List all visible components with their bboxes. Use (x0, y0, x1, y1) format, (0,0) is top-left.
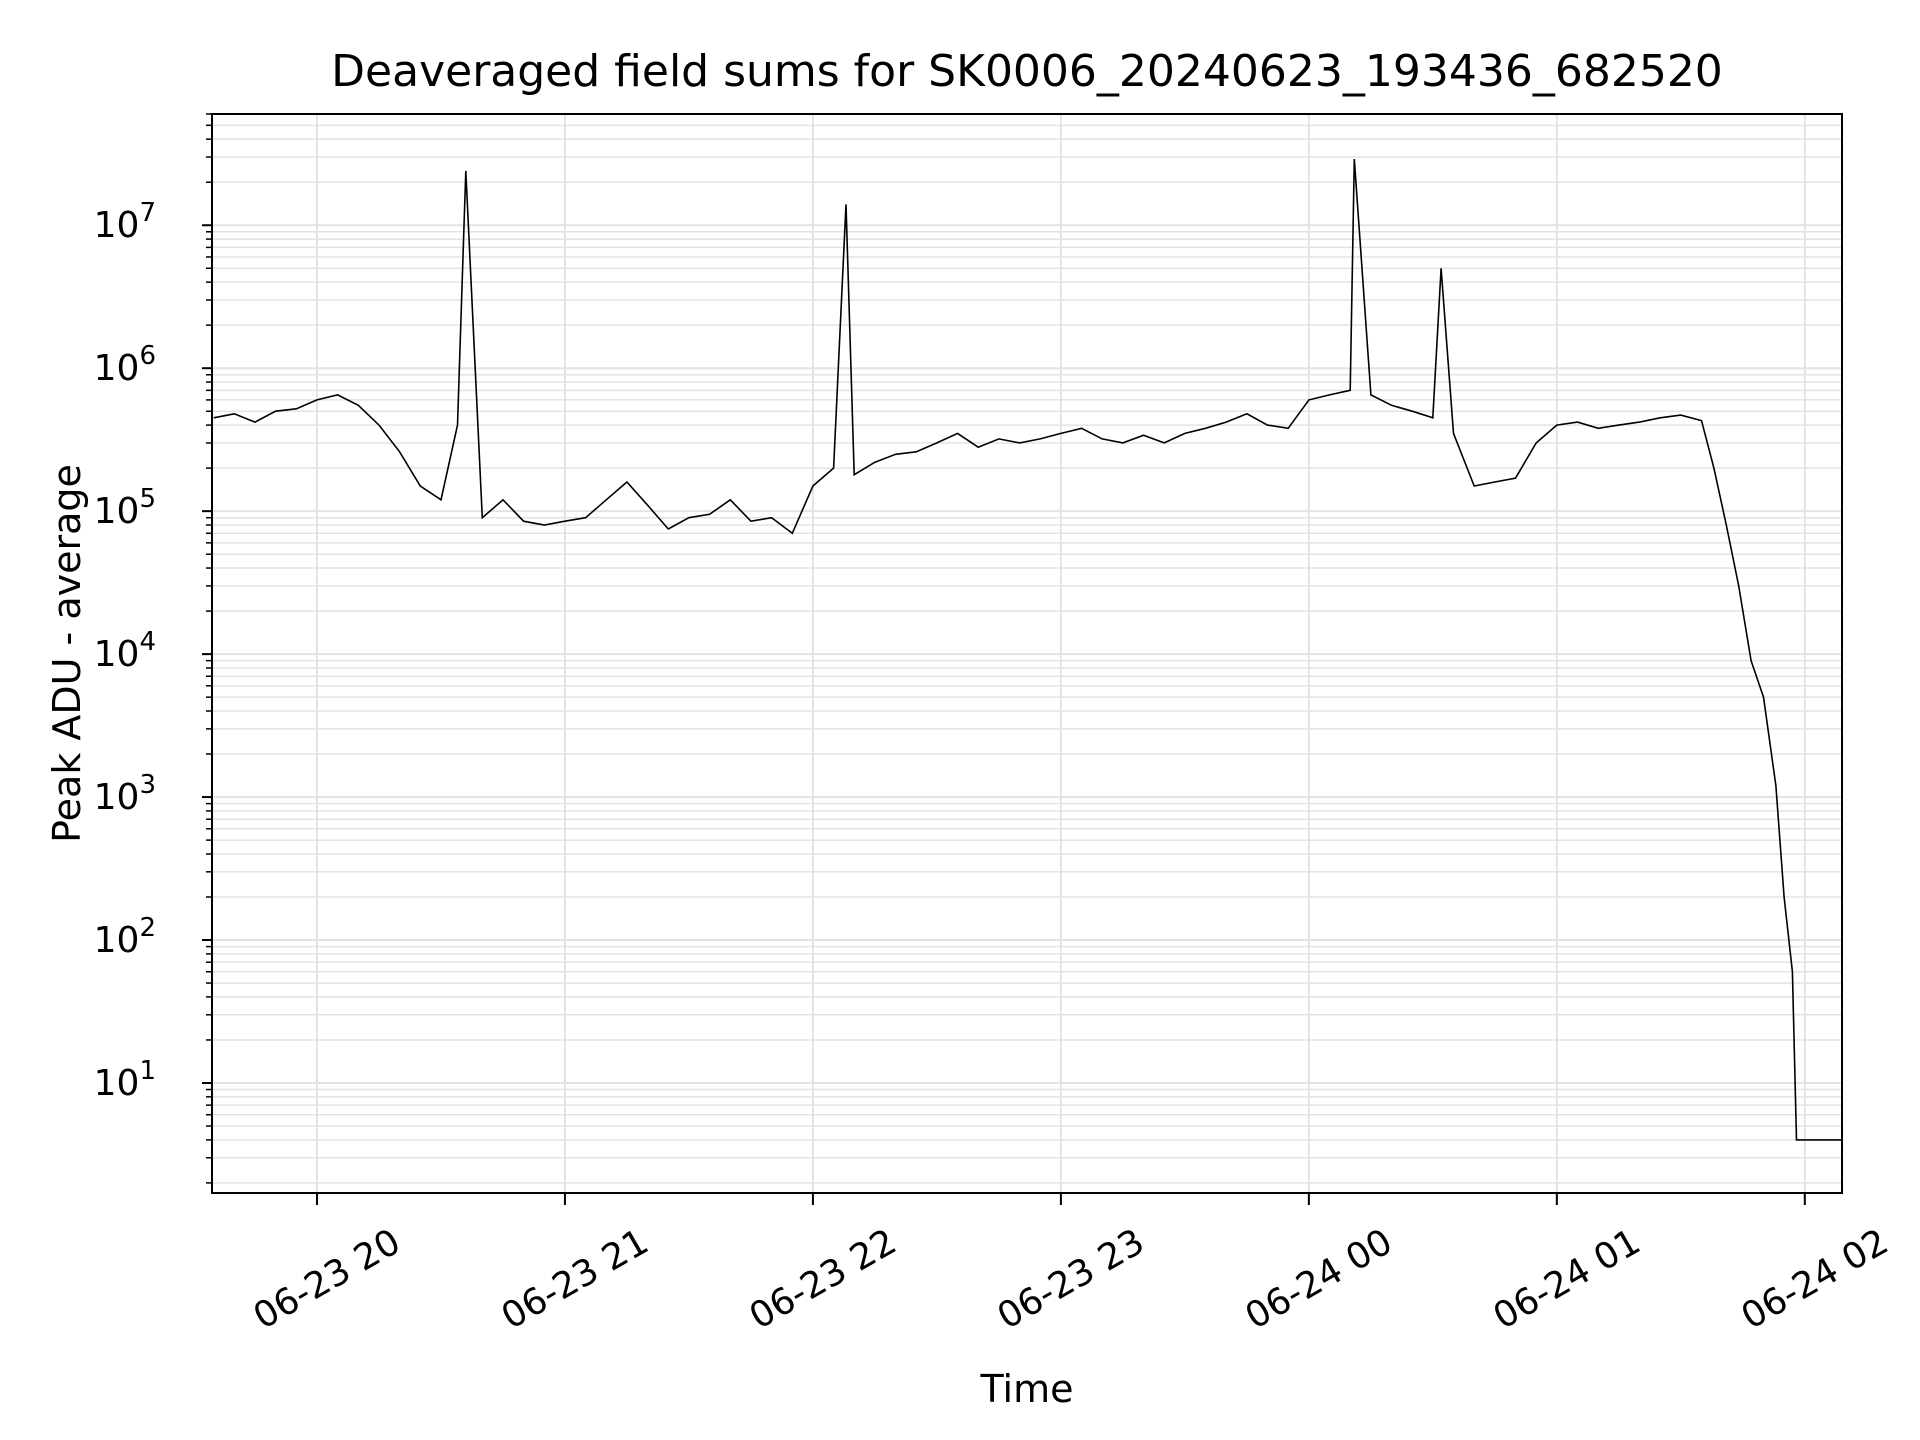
chart-title: Deaveraged field sums for SK0006_2024062… (331, 46, 1723, 97)
x-tick-label: 06-23 23 (991, 1221, 1152, 1337)
y-tick-label: 107 (94, 198, 156, 246)
y-tick-label: 106 (94, 341, 156, 389)
y-tick-label: 103 (94, 770, 156, 818)
y-tick-label: 104 (94, 627, 156, 675)
x-tick-label: 06-24 02 (1735, 1221, 1896, 1337)
y-axis-label: Peak ADU - average (45, 464, 89, 843)
x-tick-label: 06-24 01 (1487, 1221, 1648, 1337)
x-tick-label: 06-24 00 (1239, 1221, 1400, 1337)
y-tick-label: 105 (94, 484, 156, 532)
series-line (213, 159, 1841, 1141)
gridlines (212, 113, 1842, 1193)
y-tick-label: 101 (94, 1056, 156, 1104)
axis-ticks: 06-23 20 06-23 21 06-23 22 06-23 23 06-24 00… (94, 113, 1896, 1338)
data-series (213, 159, 1841, 1141)
x-axis-label: Time (980, 1367, 1074, 1411)
x-tick-label: 06-23 20 (247, 1221, 408, 1337)
x-tick-label: 06-23 21 (495, 1221, 656, 1337)
x-tick-label: 06-23 22 (743, 1221, 904, 1337)
y-tick-label: 102 (94, 913, 156, 961)
